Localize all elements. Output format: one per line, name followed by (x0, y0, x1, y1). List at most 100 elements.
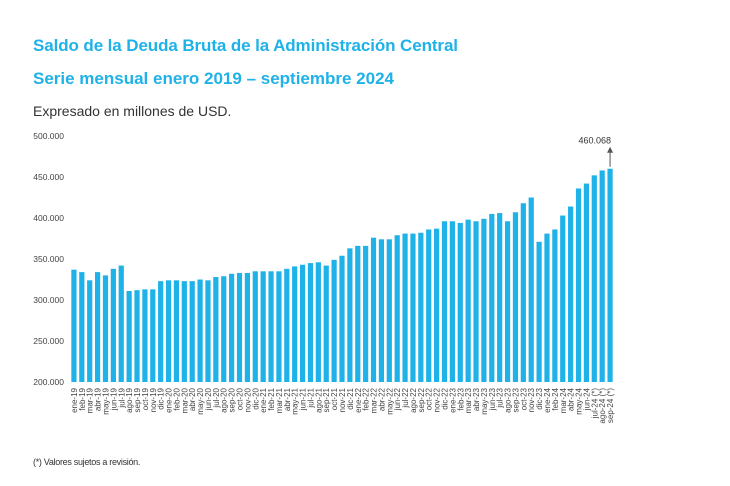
arrow-up-icon (607, 146, 614, 153)
bar-ene-20 (165, 280, 172, 382)
x-tick-label: dic-23 (535, 387, 544, 409)
bar-jun-22 (394, 235, 400, 382)
x-tick-label: ene-21 (259, 387, 268, 412)
bar-sep-22 (418, 232, 424, 382)
bar-jul-23 (497, 213, 503, 382)
footnote: (*) Valores sujetos a revisión. (33, 457, 141, 467)
x-tick-label: sep-20 (228, 387, 237, 412)
bar-may-23 (481, 218, 487, 382)
x-tick-label: jun-20 (204, 387, 213, 411)
x-tick-label: mar-24 (559, 387, 568, 413)
x-tick-label: feb-22 (362, 387, 371, 410)
bar-abr-19 (94, 272, 101, 382)
bar-nov-21 (339, 255, 345, 382)
x-tick-label: abr-20 (188, 387, 197, 411)
bar-mar-24 (560, 215, 566, 382)
x-tick-label: abr-22 (377, 387, 386, 411)
bar-mar-21 (276, 271, 282, 382)
y-tick-label: 350.000 (33, 254, 64, 264)
annotation-label: 460.068 (579, 136, 612, 146)
bar-feb-23 (457, 222, 463, 382)
bar-dic-22 (441, 221, 448, 382)
y-tick-label: 500.000 (33, 131, 64, 141)
bar-ene-24 (544, 233, 550, 382)
bar-may-22 (386, 239, 392, 382)
bar-oct-19 (142, 289, 148, 382)
x-tick-label: abr-21 (283, 387, 292, 411)
x-tick-label: jun-21 (299, 387, 308, 411)
bar-jun-19 (110, 268, 116, 382)
x-tick-label: abr-19 (94, 387, 103, 411)
bar-abr-20 (189, 281, 195, 382)
x-tick-label: nov-22 (433, 387, 442, 412)
bar-dic-19 (158, 281, 164, 382)
x-tick-label: may-19 (101, 387, 110, 414)
bar-nov-20 (244, 272, 250, 382)
x-tick-label: jun-23 (488, 387, 497, 411)
x-tick-label: mar-22 (370, 387, 379, 413)
x-tick-label: mar-23 (464, 387, 473, 413)
x-tick-label: mar-19 (86, 387, 95, 413)
bar-ago-19 (126, 290, 132, 382)
x-tick-label: sep-19 (133, 387, 142, 412)
x-tick-label: jul-20 (212, 387, 221, 408)
bars (71, 168, 613, 382)
bar-oct-20 (236, 272, 243, 382)
x-tick-label: oct-23 (519, 387, 528, 410)
bar-sep-21 (323, 265, 329, 382)
bar-abr-23 (473, 221, 479, 382)
bar-ene-19 (71, 269, 77, 382)
x-tick-label: nov-20 (243, 387, 252, 412)
bar-abr-22 (378, 239, 385, 382)
bar-nov-22 (434, 228, 440, 382)
y-tick-label: 400.000 (33, 213, 64, 223)
x-tick-label: feb-19 (78, 387, 87, 410)
units-label: Expresado en millones de USD. (33, 103, 232, 119)
x-tick-label: ene-20 (165, 387, 174, 412)
bar-abr-21 (284, 268, 290, 382)
bar-jul-21 (307, 263, 314, 382)
x-tick-label: may-23 (480, 387, 489, 414)
x-tick-label: dic-20 (251, 387, 260, 409)
x-tick-label: jun-19 (109, 387, 118, 411)
x-tick-label: ago-23 (504, 387, 513, 412)
x-axis: ene-19feb-19mar-19abr-19may-19jun-19jul-… (70, 387, 615, 423)
bar-sep-20 (229, 273, 235, 382)
bar-ago-23 (504, 221, 511, 382)
bar-jun-20 (205, 280, 211, 382)
bar-ago-24 (599, 170, 605, 382)
bar-nov-23 (528, 197, 534, 382)
x-tick-label: ene-24 (543, 387, 552, 412)
x-tick-label: dic-19 (157, 387, 166, 409)
x-tick-label: jul-23 (496, 387, 505, 408)
x-tick-label: ago-22 (409, 387, 418, 412)
x-tick-label: nov-23 (527, 387, 536, 412)
x-tick-label: ago-20 (220, 387, 229, 412)
bar-mar-22 (370, 237, 377, 382)
x-tick-label: abr-24 (567, 387, 576, 411)
x-tick-label: ago-21 (314, 387, 323, 412)
y-tick-label: 450.000 (33, 172, 64, 182)
x-tick-label: sep-22 (417, 387, 426, 412)
bar-jul-19 (118, 265, 124, 382)
bar-ene-21 (260, 271, 266, 382)
bar-jun-23 (489, 213, 495, 382)
x-tick-label: nov-21 (338, 387, 347, 412)
y-tick-label: 250.000 (33, 336, 64, 346)
y-tick-label: 300.000 (33, 295, 64, 305)
x-tick-label: nov-19 (149, 387, 158, 412)
bar-jun-21 (299, 264, 306, 382)
x-tick-label: abr-23 (472, 387, 481, 411)
x-tick-label: ago-19 (125, 387, 134, 412)
x-tick-label: jun-22 (393, 387, 402, 411)
bar-ago-22 (410, 233, 416, 382)
bar-feb-21 (268, 271, 274, 382)
x-tick-label: jun-24 (582, 387, 591, 411)
bar-ene-22 (355, 245, 361, 382)
bar-ago-20 (221, 276, 227, 382)
y-axis: 200.000 250.000 300.000 350.000 400.000 450.0… (33, 131, 64, 387)
bar-ene-23 (449, 221, 455, 382)
bar-oct-21 (331, 259, 337, 382)
bar-feb-20 (173, 280, 180, 382)
